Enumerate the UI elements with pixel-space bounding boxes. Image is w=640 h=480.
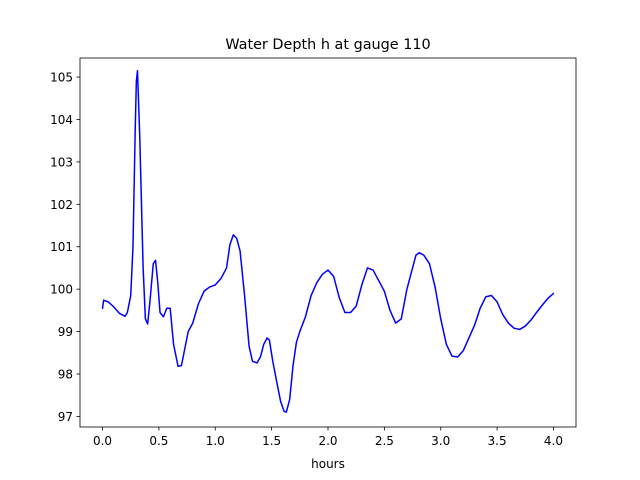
y-tick-label: 101 bbox=[50, 240, 73, 254]
x-tick-label: 2.5 bbox=[375, 434, 394, 448]
x-tick-label: 3.5 bbox=[488, 434, 507, 448]
series-line-0 bbox=[101, 69, 555, 413]
x-tick-label: 1.5 bbox=[262, 434, 281, 448]
x-tick-label: 4.0 bbox=[544, 434, 563, 448]
x-axis: 0.0 0.5 1.0 1.5 2.0 2.5 3.0 3.5 4.0 bbox=[93, 427, 563, 448]
y-tick-label: 98 bbox=[58, 367, 73, 381]
x-axis-label: hours bbox=[311, 457, 345, 471]
y-axis: 97 98 99 100 101 102 103 104 105 bbox=[50, 71, 80, 424]
x-tick-label: 0.5 bbox=[149, 434, 168, 448]
y-tick-label: 99 bbox=[58, 325, 73, 339]
y-tick-label: 104 bbox=[50, 113, 73, 127]
y-tick-label: 102 bbox=[50, 198, 73, 212]
chart-title: Water Depth h at gauge 110 bbox=[225, 37, 430, 53]
x-tick-label: 2.0 bbox=[318, 434, 337, 448]
y-tick-label: 105 bbox=[50, 71, 73, 85]
y-tick-label: 97 bbox=[58, 410, 73, 424]
y-tick-label: 100 bbox=[50, 283, 73, 297]
x-tick-label: 0.0 bbox=[93, 434, 112, 448]
x-tick-label: 1.0 bbox=[206, 434, 225, 448]
y-tick-label: 103 bbox=[50, 155, 73, 169]
x-tick-label: 3.0 bbox=[431, 434, 450, 448]
